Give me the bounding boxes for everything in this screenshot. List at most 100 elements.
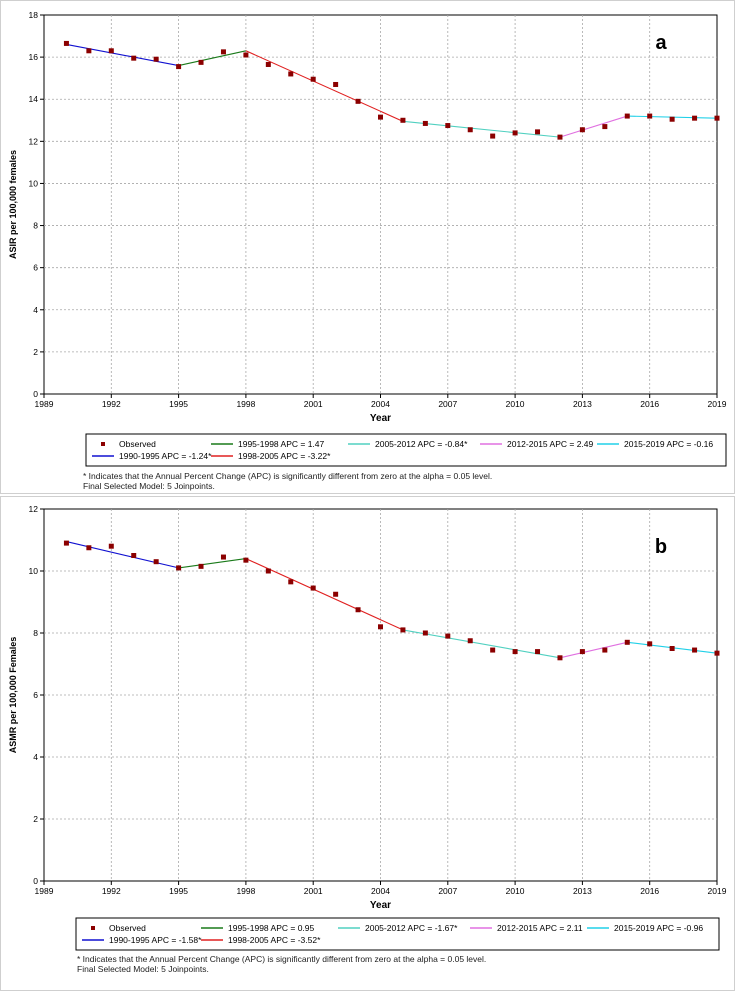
legend-label: 1998-2005 APC = -3.52* bbox=[228, 935, 321, 945]
footnote-model-b: Final Selected Model: 5 Joinpoints. bbox=[77, 964, 209, 974]
observed-point bbox=[557, 655, 563, 661]
observed-point bbox=[176, 64, 182, 70]
x-tick-label: 2007 bbox=[438, 886, 457, 896]
x-axis-title: Year bbox=[370, 413, 391, 424]
segment-line bbox=[66, 43, 179, 67]
observed-point bbox=[288, 71, 294, 77]
legend-label: 1990-1995 APC = -1.58* bbox=[109, 935, 202, 945]
observed-point bbox=[243, 52, 249, 58]
x-tick-label: 2016 bbox=[640, 886, 659, 896]
legend-label: 1995-1998 APC = 0.95 bbox=[228, 923, 315, 933]
chart-a-svg: 1989 1992 1995 1998 2001 2004 2007 2010 2013 2016… bbox=[8, 10, 727, 467]
y-tick-label: 6 bbox=[33, 263, 38, 273]
observed-point bbox=[467, 127, 473, 133]
segment-line bbox=[66, 541, 179, 569]
observed-point bbox=[131, 55, 137, 61]
observed-point bbox=[63, 540, 69, 546]
observed-point bbox=[535, 649, 541, 655]
x-tick-label: 1995 bbox=[169, 886, 188, 896]
y-tick-label: 0 bbox=[33, 389, 38, 399]
observed-point bbox=[108, 48, 114, 54]
observed-point bbox=[692, 647, 698, 653]
x-tick-label: 2004 bbox=[371, 886, 390, 896]
x-tick-label: 2001 bbox=[304, 399, 323, 409]
legend-label: 2012-2015 APC = 2.49 bbox=[507, 439, 594, 449]
observed-point bbox=[490, 133, 496, 139]
y-tick-label: 6 bbox=[33, 690, 38, 700]
segment-line bbox=[402, 629, 561, 659]
observed-point bbox=[647, 641, 653, 647]
x-tick-label: 2001 bbox=[304, 886, 323, 896]
legend-label: 1990-1995 APC = -1.24* bbox=[119, 451, 212, 461]
observed-point bbox=[108, 543, 114, 549]
x-tick-label: 2013 bbox=[573, 399, 592, 409]
segment-line bbox=[559, 115, 628, 138]
observed-point bbox=[153, 559, 159, 565]
y-tick-label: 8 bbox=[33, 221, 38, 231]
observed-point bbox=[198, 59, 204, 65]
observed-point bbox=[378, 624, 383, 630]
observed-point bbox=[220, 554, 226, 560]
observed-point bbox=[355, 607, 361, 613]
y-tick-label: 4 bbox=[33, 305, 38, 315]
y-tick-label: 4 bbox=[33, 752, 38, 762]
legend-label: 2005-2012 APC = -0.84* bbox=[375, 439, 468, 449]
legend-label: 2005-2012 APC = -1.67* bbox=[365, 923, 458, 933]
y-tick-label: 2 bbox=[33, 814, 38, 824]
observed-point bbox=[445, 123, 451, 129]
observed-point bbox=[333, 81, 339, 87]
x-tick-label: 1992 bbox=[102, 886, 121, 896]
y-tick-label: 2 bbox=[33, 347, 38, 357]
observed-point bbox=[400, 627, 406, 633]
segment-line bbox=[178, 50, 247, 67]
segment-line bbox=[245, 50, 404, 122]
observed-point bbox=[378, 114, 383, 120]
legend-box bbox=[75, 917, 720, 951]
observed-point bbox=[624, 113, 630, 119]
legend-label: 2015-2019 APC = -0.96 bbox=[614, 923, 703, 933]
x-tick-label: 2010 bbox=[506, 399, 525, 409]
x-tick-label: 1998 bbox=[236, 886, 255, 896]
observed-point bbox=[579, 127, 585, 133]
chart-panel-a: 1989 1992 1995 1998 2001 2004 2007 2010 2013 2016… bbox=[0, 0, 735, 494]
observed-point bbox=[333, 591, 339, 597]
x-tick-label: 2019 bbox=[708, 886, 727, 896]
observed-point bbox=[198, 563, 204, 569]
observed-point bbox=[512, 649, 518, 655]
panel-label: a bbox=[655, 32, 667, 54]
x-tick-label: 2010 bbox=[506, 886, 525, 896]
observed-point bbox=[131, 553, 137, 558]
x-tick-label: 1989 bbox=[35, 399, 54, 409]
observed-point bbox=[647, 113, 653, 119]
observed-point bbox=[557, 134, 563, 140]
panel-label: b bbox=[655, 536, 667, 558]
legend-label: 2012-2015 APC = 2.11 bbox=[497, 923, 583, 933]
observed-point bbox=[445, 633, 451, 639]
observed-point bbox=[310, 585, 316, 591]
legend-label: 1995-1998 APC = 1.47 bbox=[238, 439, 325, 449]
legend-swatch-observed bbox=[91, 926, 95, 930]
y-tick-label: 18 bbox=[29, 10, 39, 20]
chart-panel-b: 1989 1992 1995 1998 2001 2004 2007 2010 2013 2016… bbox=[0, 496, 735, 991]
observed-point bbox=[355, 98, 361, 104]
y-tick-label: 10 bbox=[29, 566, 39, 576]
observed-point bbox=[535, 129, 541, 135]
x-tick-label: 1998 bbox=[236, 399, 255, 409]
footnote-significance-b: * Indicates that the Annual Percent Chan… bbox=[77, 954, 487, 964]
x-tick-label: 1995 bbox=[169, 399, 188, 409]
observed-point bbox=[220, 49, 226, 55]
observed-point bbox=[467, 638, 473, 644]
observed-point bbox=[310, 76, 316, 82]
y-tick-label: 0 bbox=[33, 876, 38, 886]
legend-label: 2015-2019 APC = -0.16 bbox=[624, 439, 713, 449]
observed-point bbox=[265, 61, 271, 67]
observed-point bbox=[490, 647, 496, 653]
legend-label: Observed bbox=[109, 923, 146, 933]
legend-label: Observed bbox=[119, 439, 156, 449]
y-tick-label: 10 bbox=[29, 178, 39, 188]
observed-point bbox=[602, 124, 608, 130]
observed-point bbox=[422, 630, 428, 636]
y-tick-label: 14 bbox=[29, 94, 39, 104]
observed-point bbox=[714, 115, 720, 121]
observed-point bbox=[63, 40, 69, 46]
